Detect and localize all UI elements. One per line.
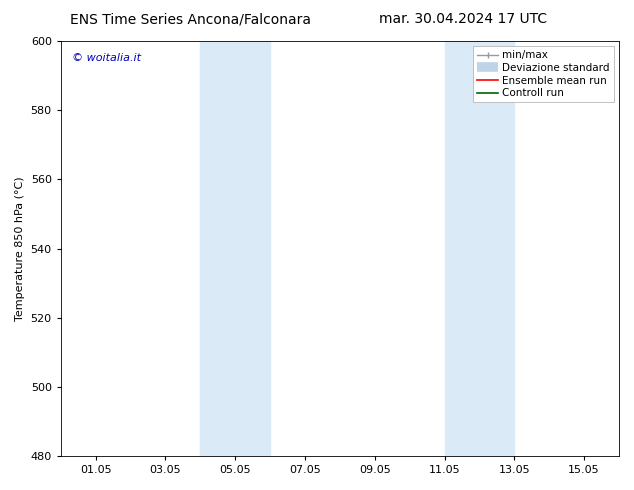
Bar: [200, 41, 235, 456]
Text: mar. 30.04.2024 17 UTC: mar. 30.04.2024 17 UTC: [378, 12, 547, 26]
Bar: [479, 41, 514, 456]
Text: © woitalia.it: © woitalia.it: [72, 53, 141, 64]
Text: ENS Time Series Ancona/Falconara: ENS Time Series Ancona/Falconara: [70, 12, 311, 26]
Bar: [444, 41, 479, 456]
Y-axis label: Temperature 850 hPa (°C): Temperature 850 hPa (°C): [15, 176, 25, 321]
Bar: [235, 41, 270, 456]
Legend: min/max, Deviazione standard, Ensemble mean run, Controll run: min/max, Deviazione standard, Ensemble m…: [473, 46, 614, 102]
